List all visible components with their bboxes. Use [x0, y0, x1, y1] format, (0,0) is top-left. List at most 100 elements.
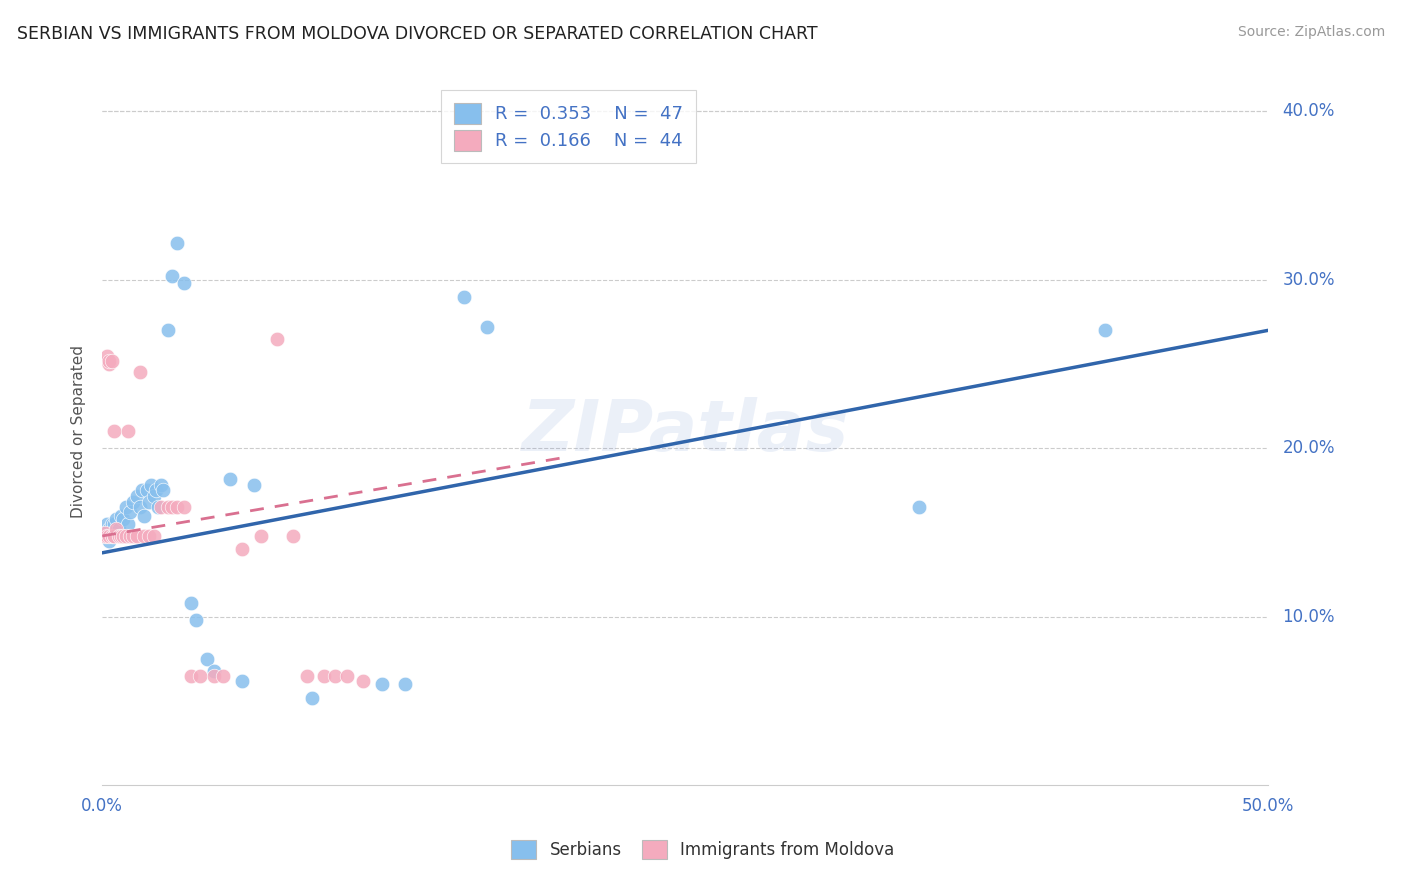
Point — [142, 488, 165, 502]
Point — [138, 529, 160, 543]
Point — [149, 500, 172, 515]
Point — [145, 483, 167, 498]
Point — [100, 529, 122, 543]
Point — [180, 596, 202, 610]
Point — [336, 669, 359, 683]
Point — [212, 669, 235, 683]
Point — [160, 269, 183, 284]
Point — [188, 669, 211, 683]
Point — [110, 529, 132, 543]
Text: ZIPatlas: ZIPatlas — [522, 397, 849, 466]
Point — [243, 478, 266, 492]
Point — [219, 472, 242, 486]
Point — [103, 525, 125, 540]
Point — [127, 529, 149, 543]
Legend: Serbians, Immigrants from Moldova: Serbians, Immigrants from Moldova — [503, 831, 903, 868]
Point — [127, 488, 149, 502]
Point — [453, 289, 475, 303]
Point — [394, 677, 416, 691]
Point — [173, 276, 195, 290]
Point — [142, 529, 165, 543]
Point — [96, 349, 118, 363]
Point — [166, 500, 188, 515]
Point — [96, 353, 118, 368]
Point — [107, 522, 129, 536]
Point — [110, 508, 132, 523]
Point — [117, 425, 139, 439]
Point — [103, 517, 125, 532]
Point — [121, 495, 143, 509]
Point — [266, 332, 288, 346]
Point — [475, 320, 498, 334]
Point — [93, 525, 115, 540]
Text: Source: ZipAtlas.com: Source: ZipAtlas.com — [1237, 25, 1385, 39]
Legend: R =  0.353    N =  47, R =  0.166    N =  44: R = 0.353 N = 47, R = 0.166 N = 44 — [441, 90, 696, 163]
Point — [173, 500, 195, 515]
Point — [138, 495, 160, 509]
Point — [100, 529, 122, 543]
Point — [297, 669, 319, 683]
Point — [128, 366, 150, 380]
Point — [152, 483, 174, 498]
Text: 30.0%: 30.0% — [1282, 271, 1334, 289]
Point — [352, 673, 374, 688]
Point — [149, 478, 172, 492]
Point — [231, 542, 253, 557]
Point — [128, 500, 150, 515]
Point — [105, 522, 128, 536]
Point — [907, 500, 929, 515]
Point — [114, 500, 136, 515]
Point — [231, 673, 253, 688]
Point — [93, 529, 115, 543]
Point — [134, 508, 156, 523]
Point — [120, 505, 142, 519]
Point — [114, 529, 136, 543]
Point — [371, 677, 394, 691]
Point — [103, 425, 125, 439]
Point — [98, 529, 121, 543]
Point — [100, 353, 122, 368]
Point — [1094, 323, 1116, 337]
Point — [325, 669, 347, 683]
Point — [96, 525, 118, 540]
Point — [98, 529, 121, 543]
Text: SERBIAN VS IMMIGRANTS FROM MOLDOVA DIVORCED OR SEPARATED CORRELATION CHART: SERBIAN VS IMMIGRANTS FROM MOLDOVA DIVOR… — [17, 25, 817, 43]
Point — [96, 529, 118, 543]
Point — [121, 529, 143, 543]
Point — [98, 353, 121, 368]
Y-axis label: Divorced or Separated: Divorced or Separated — [72, 345, 86, 518]
Point — [107, 529, 129, 543]
Point — [148, 500, 170, 515]
Point — [156, 323, 179, 337]
Text: 40.0%: 40.0% — [1282, 103, 1334, 120]
Point — [283, 529, 305, 543]
Point — [249, 529, 271, 543]
Point — [141, 478, 163, 492]
Point — [103, 529, 125, 543]
Point — [100, 517, 122, 532]
Point — [195, 652, 218, 666]
Point — [112, 512, 135, 526]
Point — [105, 512, 128, 526]
Point — [98, 534, 121, 549]
Point — [112, 529, 135, 543]
Point — [131, 483, 153, 498]
Point — [103, 529, 125, 543]
Point — [202, 664, 225, 678]
Point — [180, 669, 202, 683]
Point — [98, 522, 121, 536]
Point — [301, 690, 323, 705]
Point — [160, 500, 183, 515]
Point — [120, 529, 142, 543]
Point — [98, 357, 121, 371]
Point — [134, 529, 156, 543]
Point — [156, 500, 179, 515]
Point — [117, 517, 139, 532]
Point — [96, 517, 118, 532]
Point — [184, 613, 207, 627]
Point — [166, 235, 188, 250]
Point — [312, 669, 335, 683]
Text: 10.0%: 10.0% — [1282, 607, 1334, 626]
Text: 20.0%: 20.0% — [1282, 439, 1334, 458]
Point — [135, 483, 157, 498]
